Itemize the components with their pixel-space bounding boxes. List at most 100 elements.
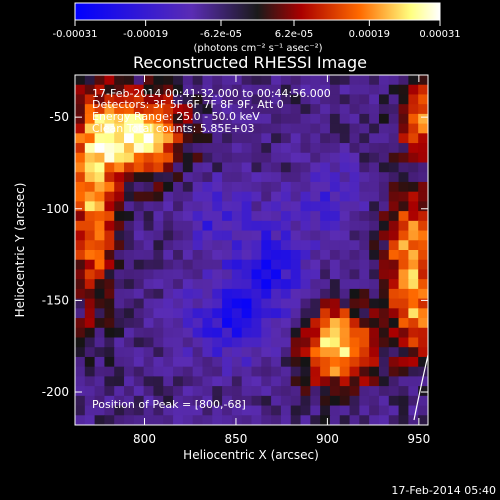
heatmap-cell — [222, 269, 233, 280]
heatmap-cell — [398, 162, 409, 173]
heatmap-cell — [329, 250, 341, 261]
heatmap-cell — [280, 230, 292, 241]
heatmap-cell — [300, 84, 311, 96]
heatmap-cell — [320, 250, 331, 261]
heatmap-cell — [143, 415, 155, 425]
heatmap-cell — [300, 415, 311, 425]
heatmap-cell — [418, 201, 428, 212]
heatmap-cell — [349, 327, 360, 339]
heatmap-cell — [310, 288, 321, 300]
heatmap-cell — [202, 279, 213, 290]
heatmap-cell — [133, 327, 145, 339]
heatmap-cell — [173, 191, 184, 202]
heatmap-cell — [271, 123, 282, 134]
heatmap-cell — [153, 152, 164, 164]
heatmap-cell — [369, 366, 380, 377]
heatmap-cell — [369, 415, 380, 425]
heatmap-cells — [75, 75, 428, 425]
heatmap-cell — [261, 327, 272, 339]
heatmap-cell — [192, 152, 204, 164]
heatmap-cell — [329, 298, 341, 309]
heatmap-cell — [408, 113, 419, 125]
heatmap-cell — [212, 269, 223, 280]
heatmap-cell — [143, 250, 155, 261]
heatmap-cell — [251, 298, 262, 309]
heatmap-cell — [388, 162, 400, 173]
heatmap-cell — [408, 143, 419, 154]
heatmap-cell — [173, 288, 184, 300]
heatmap-cell — [202, 75, 213, 86]
heatmap-cell — [418, 386, 428, 397]
heatmap-cell — [192, 94, 204, 105]
heatmap-cell — [202, 347, 213, 358]
heatmap-cell — [94, 191, 106, 202]
heatmap-cell — [94, 143, 106, 154]
heatmap-cell — [104, 376, 115, 387]
heatmap-cell — [418, 104, 428, 115]
heatmap-cell — [290, 395, 302, 407]
heatmap-cell — [182, 308, 194, 319]
heatmap-cell — [280, 386, 292, 397]
heatmap-cell — [310, 395, 321, 407]
heatmap-cell — [84, 386, 96, 397]
heatmap-cell — [192, 327, 204, 339]
heatmap-cell — [124, 113, 135, 125]
heatmap-cell — [241, 104, 253, 115]
heatmap-cell — [75, 75, 86, 86]
heatmap-cell — [320, 113, 331, 125]
heatmap-cell — [114, 415, 125, 425]
heatmap-cell — [133, 250, 145, 261]
heatmap-cell — [143, 259, 155, 271]
heatmap-cell — [124, 259, 135, 271]
heatmap-cell — [241, 337, 253, 348]
heatmap-cell — [143, 337, 155, 348]
heatmap-cell — [251, 386, 262, 397]
heatmap-cell — [280, 366, 292, 377]
heatmap-cell — [75, 395, 86, 407]
heatmap-cell — [143, 356, 155, 368]
heatmap-cell — [182, 75, 194, 86]
heatmap-cell — [222, 220, 233, 232]
heatmap-cell — [290, 269, 302, 280]
heatmap-cell — [173, 279, 184, 290]
heatmap-cell — [271, 113, 282, 125]
heatmap-cell — [163, 172, 174, 183]
heatmap-cell — [418, 172, 428, 183]
heatmap-cell — [369, 123, 380, 134]
heatmap-cell — [418, 191, 428, 202]
heatmap-cell — [408, 84, 419, 96]
heatmap-cell — [173, 133, 184, 144]
heatmap-cell — [84, 279, 96, 290]
heatmap-cell — [124, 250, 135, 261]
heatmap-cell — [231, 162, 243, 173]
heatmap-cell — [290, 230, 302, 241]
heatmap-cell — [84, 395, 96, 407]
heatmap-cell — [329, 211, 341, 222]
heatmap-cell — [153, 327, 164, 339]
heatmap-cell — [408, 230, 419, 241]
heatmap-cell — [94, 386, 106, 397]
heatmap-cell — [133, 288, 145, 300]
heatmap-cell — [320, 75, 331, 86]
heatmap-cell — [261, 356, 272, 368]
heatmap-cell — [280, 104, 292, 115]
heatmap-cell — [300, 269, 311, 280]
colorbar-tick-label: -0.00031 — [53, 29, 98, 40]
heatmap-cell — [349, 181, 360, 193]
heatmap-cell — [241, 366, 253, 377]
heatmap-cell — [153, 113, 164, 125]
heatmap-cell — [280, 84, 292, 96]
heatmap-cell — [94, 337, 106, 348]
heatmap-cell — [75, 415, 86, 425]
heatmap-cell — [408, 288, 419, 300]
heatmap-cell — [261, 240, 272, 251]
heatmap-cell — [271, 181, 282, 193]
heatmap-cell — [114, 123, 125, 134]
heatmap-cell — [143, 133, 155, 144]
heatmap-cell — [94, 75, 106, 86]
x-axis-ticks: 800 850 900 950 — [133, 75, 430, 446]
heatmap-cell — [94, 356, 106, 368]
heatmap-cell — [251, 84, 262, 96]
heatmap-cell — [202, 181, 213, 193]
heatmap-cell — [143, 318, 155, 329]
